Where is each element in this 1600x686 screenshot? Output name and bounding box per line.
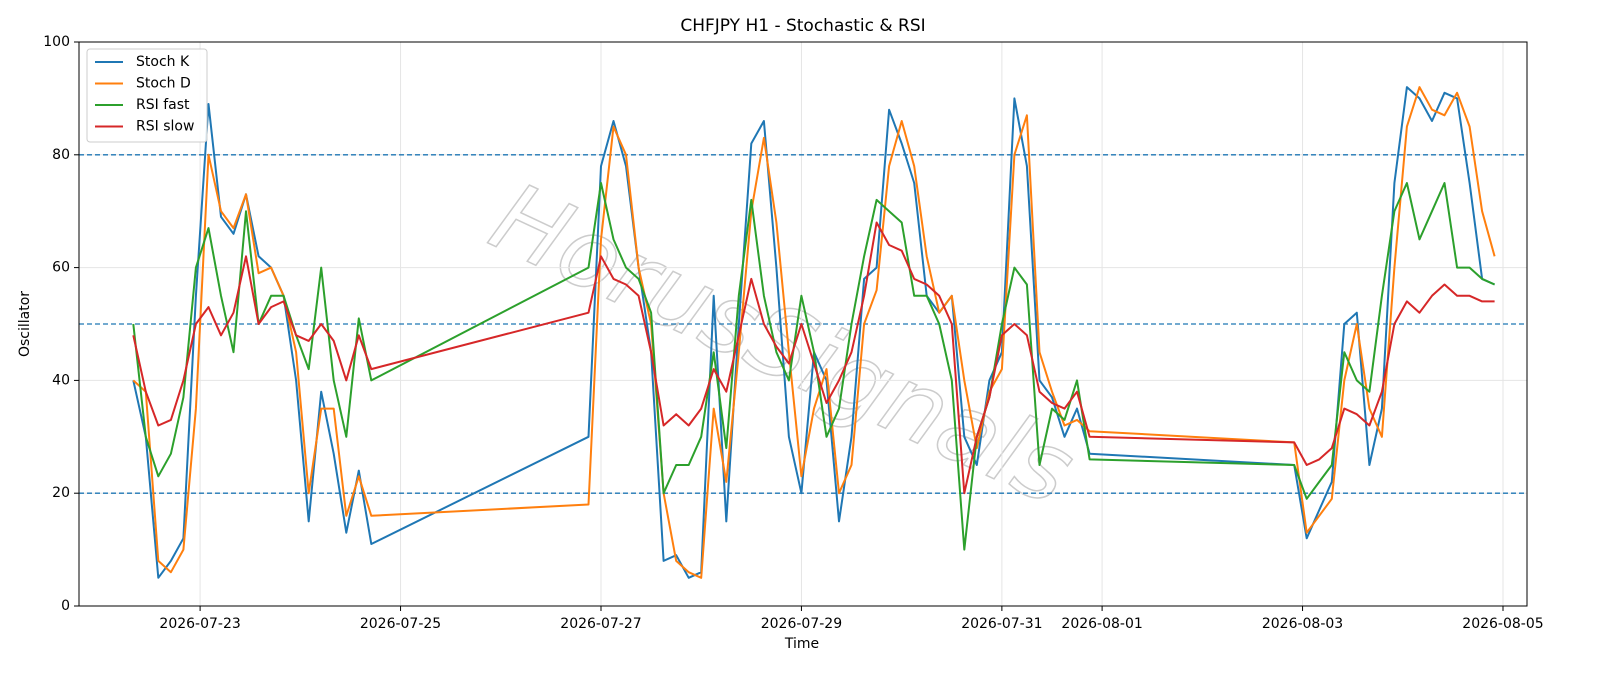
series-line: [132, 221, 1495, 495]
x-tick-label: 2026-08-05: [1462, 616, 1543, 632]
x-tick-label: 2026-07-29: [761, 616, 842, 632]
x-axis-label: Time: [784, 636, 819, 652]
chart-title: CHFJPY H1 - Stochastic & RSI: [680, 16, 925, 36]
x-tick-label: 2026-07-27: [560, 616, 641, 632]
legend-label: Stoch D: [136, 76, 191, 92]
x-tick-label: 2026-07-23: [159, 616, 240, 632]
x-tick-label: 2026-07-25: [360, 616, 441, 632]
x-tick-label: 2026-08-01: [1061, 616, 1142, 632]
y-tick-label: 0: [61, 598, 70, 614]
legend-label: RSI slow: [136, 119, 194, 135]
legend-label: RSI fast: [136, 97, 190, 113]
y-tick-label: 20: [52, 485, 70, 501]
y-tick-label: 100: [43, 34, 70, 50]
y-tick-label: 40: [52, 372, 70, 388]
x-tick-label: 2026-08-03: [1262, 616, 1343, 632]
series-line: [132, 86, 1496, 579]
y-tick-label: 60: [52, 260, 70, 276]
legend-box: [86, 48, 208, 143]
legend: Stoch K Stoch D RSI fast RSI slow: [86, 48, 208, 143]
legend-label: Stoch K: [136, 54, 190, 70]
x-tick-label: 2026-07-31: [961, 616, 1042, 632]
y-axis-label: Oscillator: [17, 291, 33, 357]
y-tick-label: 80: [52, 147, 70, 163]
plot-frame: [78, 41, 1528, 607]
